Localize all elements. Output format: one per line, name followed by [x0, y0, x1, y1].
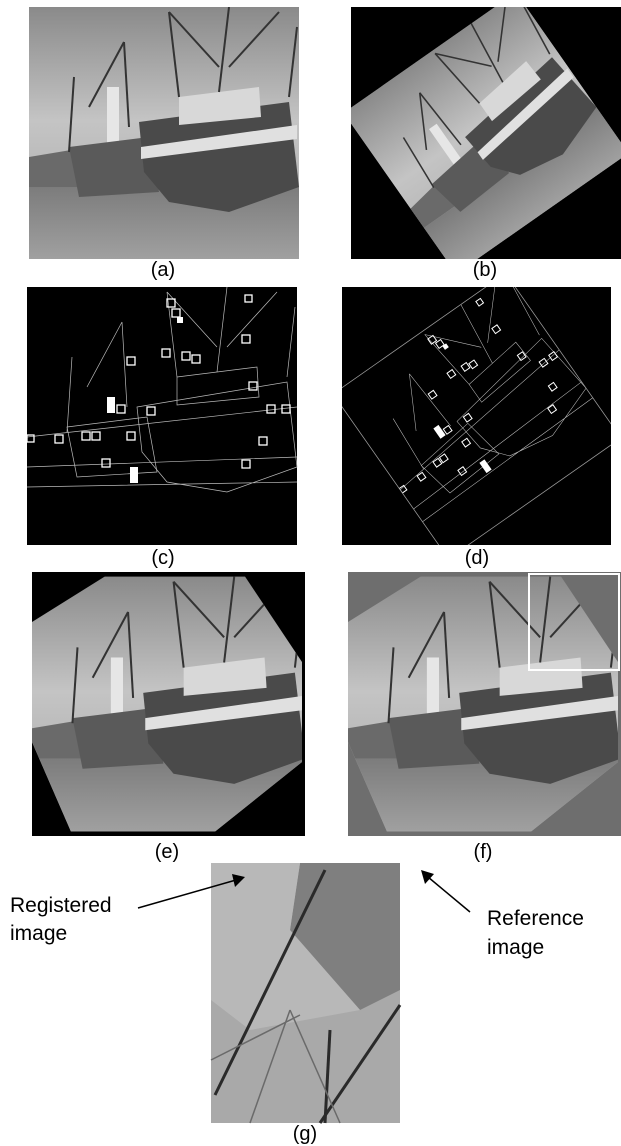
panel-label: (g) — [293, 1123, 317, 1145]
panel-label: (b) — [473, 259, 497, 281]
photo — [29, 7, 299, 259]
figure: (a) (b) (c) (d) (e) — [0, 0, 621, 1146]
arrow-head — [421, 870, 434, 884]
annotation-text: image — [487, 936, 544, 959]
panel-label: (e) — [155, 841, 179, 863]
page: (a) (b) (c) (d) (e) — [0, 0, 621, 1146]
panel-b: (b) — [343, 0, 621, 281]
panel-f: (f) — [348, 572, 621, 863]
annotation-registered: Registered image — [10, 874, 245, 945]
panel-label: (a) — [151, 259, 175, 281]
panel-c: (c) — [27, 287, 297, 569]
edge-map — [27, 287, 297, 545]
panel-label: (c) — [151, 547, 174, 569]
annotation-text: Registered — [10, 894, 112, 917]
annotation-reference: Reference image — [421, 870, 584, 959]
panel-e: (e) — [32, 572, 305, 863]
panel-label: (d) — [465, 547, 489, 569]
panel-a: (a) — [29, 7, 299, 281]
annotation-text: Reference — [487, 907, 584, 930]
annotation-text: image — [10, 922, 67, 945]
panel-label: (f) — [474, 841, 493, 863]
panel-d: (d) — [333, 273, 621, 569]
panel-g: (g) — [211, 863, 400, 1145]
arrow — [428, 877, 470, 912]
